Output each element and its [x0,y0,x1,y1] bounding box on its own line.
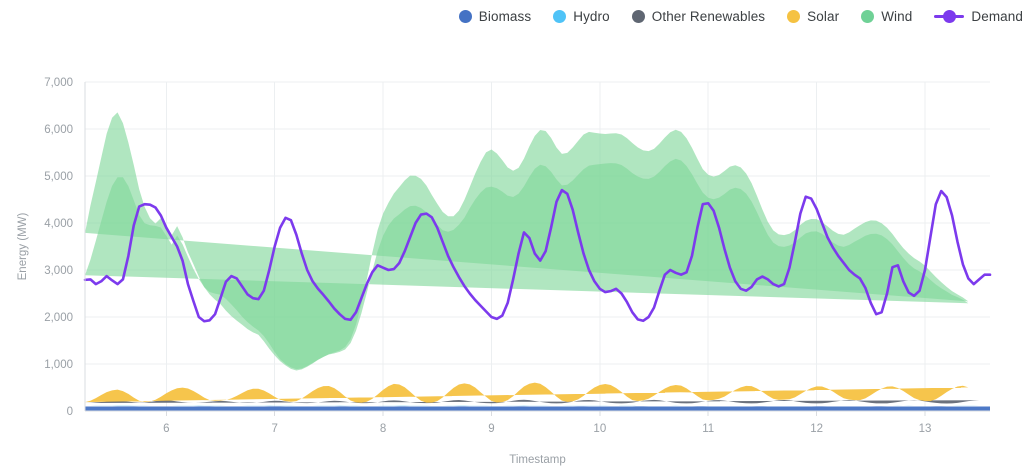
area-solar [85,382,969,403]
legend-dot-icon [861,9,875,23]
legend-item-label: Wind [881,8,913,24]
y-tick-label: 4,000 [44,218,73,230]
legend-item-solar[interactable]: Solar [787,9,839,24]
stacked-areas [85,112,990,411]
x-tick-label: 12 [810,423,823,435]
x-axis-title: Timestamp [509,454,565,466]
legend-item-label: Hydro [573,8,610,24]
legend-item-label: Solar [807,8,840,24]
legend-item-biomass[interactable]: Biomass [458,8,532,24]
y-axis-title: Energy (MW) [17,212,29,280]
legend-item-label: Other Renewables [651,8,766,24]
y-axis-ticks: 0 1,000 2,000 3,000 4,000 5,000 6,000 7,000 [44,77,73,418]
legend-dot-icon [787,9,801,23]
legend-item-other-renewables[interactable]: Other Renewables [631,8,766,24]
line-demand [83,188,992,323]
area-other-renewables [85,399,980,404]
x-tick-label: 13 [919,423,932,435]
legend-item-demand[interactable]: Demand [934,9,1023,24]
x-tick-label: 8 [380,423,386,435]
x-tick-label: 10 [593,423,606,435]
chart-legend: Biomass Hydro Other Renewables Solar Wind Dem… [0,0,1035,32]
legend-dot-icon [631,9,645,23]
y-tick-label: 3,000 [44,265,73,277]
x-tick-label: 9 [488,423,494,435]
legend-item-wind[interactable]: Wind [861,9,912,24]
y-tick-label: 0 [67,406,73,418]
legend-line-marker-icon [934,9,965,23]
x-tick-label: 7 [271,423,277,435]
legend-item-label: Demand [971,8,1023,24]
y-tick-label: 6,000 [44,124,73,136]
chart-plot-area: 0 1,000 2,000 3,000 4,000 5,000 6,000 7,000 6 7 8 9… [0,32,1035,468]
area-biomass [85,406,990,411]
legend-dot-icon [458,9,472,23]
legend-dot-icon [553,9,567,23]
x-axis-ticks: 6 7 8 9 10 11 12 13 [163,411,931,435]
y-tick-label: 7,000 [44,77,73,89]
legend-item-label: Biomass [478,8,532,24]
area-wind [85,158,969,370]
x-tick-label: 11 [702,423,714,435]
axes [84,82,990,412]
y-tick-label: 1,000 [44,359,73,371]
x-tick-label: 6 [163,423,169,435]
legend-dot-icon [943,9,957,23]
y-tick-label: 2,000 [44,312,73,324]
y-tick-label: 5,000 [44,171,73,183]
legend-item-hydro[interactable]: Hydro [553,9,610,24]
chart-svg: 0 1,000 2,000 3,000 4,000 5,000 6,000 7,000 6 7 8 9… [17,77,992,466]
